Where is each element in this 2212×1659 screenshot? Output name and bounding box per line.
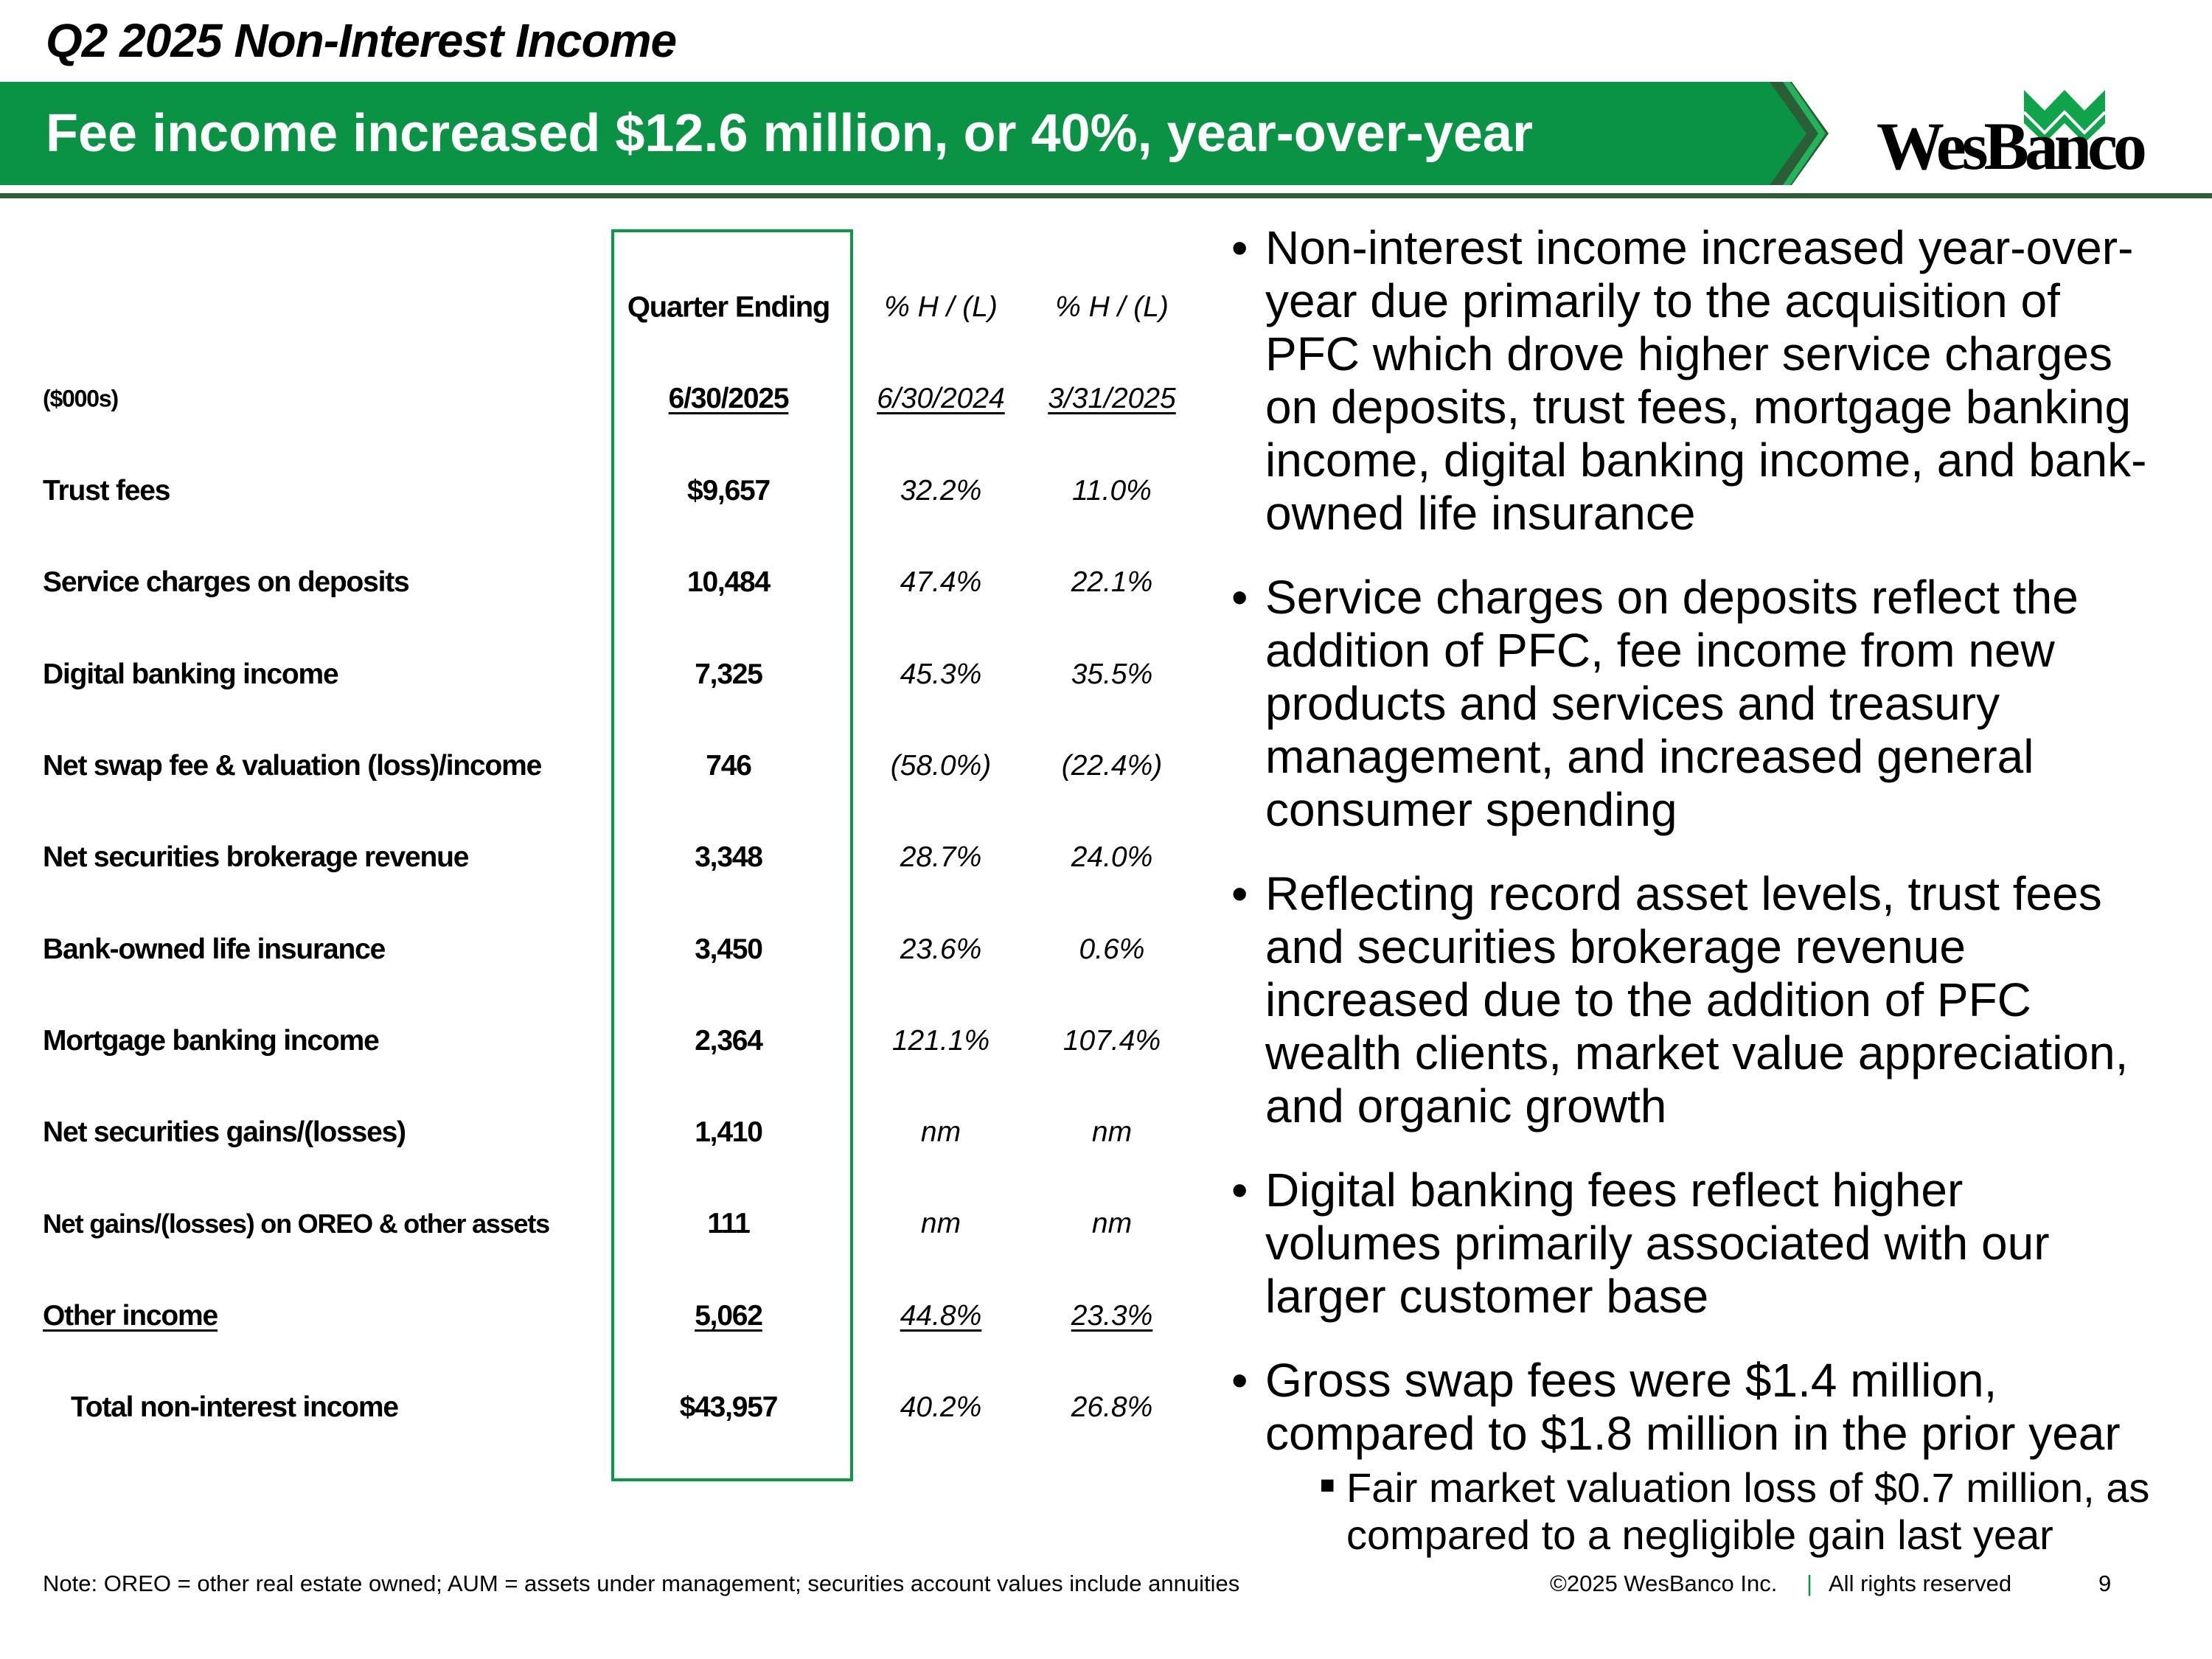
- row-value: $9,657: [686, 475, 771, 507]
- footer-separator: |: [1806, 1571, 1813, 1596]
- bullet-line: larger customer base: [1265, 1270, 1709, 1323]
- row-yoy-change: 121.1%: [891, 1024, 990, 1057]
- row-label: Bank-owned life insurance: [43, 933, 386, 965]
- row-value: 5,062: [695, 1299, 763, 1332]
- row-value: 7,325: [695, 658, 763, 690]
- row-qoq-change: 35.5%: [1071, 658, 1153, 690]
- row-label: Total non-interest income: [71, 1391, 399, 1423]
- row-value: 3,348: [695, 841, 763, 874]
- row-yoy-change: 40.2%: [900, 1391, 982, 1423]
- rights-text: All rights reserved: [1829, 1571, 2012, 1596]
- bullet-line: and securities brokerage revenue: [1265, 920, 1966, 973]
- row-label: Net swap fee & valuation (loss)/income: [43, 749, 542, 782]
- row-yoy-change: 28.7%: [900, 841, 982, 874]
- row-value: $43,957: [679, 1391, 779, 1423]
- row-qoq-change: 22.1%: [1071, 566, 1153, 599]
- bullet-line: owned life insurance: [1265, 487, 1696, 540]
- col-header-qoq: % H / (L): [1055, 291, 1169, 323]
- bullet-line: Service charges on deposits reflect the: [1265, 571, 2079, 624]
- row-label: Net securities gains/(losses): [43, 1116, 406, 1149]
- row-value: 746: [706, 749, 752, 782]
- copyright: ©2025 WesBanco Inc.: [1550, 1571, 1778, 1596]
- sub-bullet-line: compared to a negligible gain last year: [1346, 1512, 2053, 1558]
- row-yoy-change: 47.4%: [900, 566, 982, 599]
- row-qoq-change: 11.0%: [1072, 475, 1152, 507]
- footnote: Note: OREO = other real estate owned; AU…: [43, 1571, 1240, 1596]
- bullet-line: addition of PFC, fee income from new: [1265, 624, 2055, 677]
- row-value: 111: [707, 1208, 750, 1240]
- square-bullet-icon: ■: [1320, 1471, 1335, 1499]
- row-label: Other income: [43, 1299, 218, 1332]
- row-value: 10,484: [686, 566, 771, 599]
- bullet-line: compared to $1.8 million in the prior ye…: [1265, 1407, 2121, 1460]
- bullet-icon: •: [1231, 1164, 1248, 1217]
- bullet-line: Gross swap fees were $1.4 million,: [1265, 1354, 1997, 1407]
- bullet-icon: •: [1231, 1354, 1248, 1407]
- bullet-line: on deposits, trust fees, mortgage bankin…: [1265, 380, 2132, 434]
- row-qoq-change: 24.0%: [1071, 841, 1153, 874]
- bullet-line: Reflecting record asset levels, trust fe…: [1265, 867, 2102, 920]
- row-yoy-change: 23.6%: [900, 933, 982, 965]
- row-yoy-change: 45.3%: [900, 658, 982, 690]
- row-label: Mortgage banking income: [43, 1024, 380, 1057]
- col-header-yoy: % H / (L): [884, 291, 998, 323]
- row-value: 2,364: [695, 1024, 763, 1057]
- row-yoy-change: 44.8%: [900, 1299, 982, 1332]
- bullet-line: and organic growth: [1265, 1079, 1667, 1133]
- row-label: Net gains/(losses) on OREO & other asset…: [43, 1208, 550, 1239]
- bullet-line: consumer spending: [1265, 783, 1677, 836]
- bullet-icon: •: [1231, 867, 1248, 920]
- col-date-yoy: 6/30/2024: [877, 383, 1005, 414]
- row-value: 3,450: [695, 933, 763, 965]
- row-qoq-change: 0.6%: [1079, 933, 1145, 965]
- col-header-quarter: Quarter Ending: [627, 291, 831, 324]
- bullet-line: PFC which drove higher service charges: [1265, 327, 2112, 380]
- wesbanco-logo: WesBanco: [1877, 108, 2147, 184]
- row-label: Service charges on deposits: [43, 566, 410, 599]
- bullet-line: income, digital banking income, and bank…: [1265, 434, 2147, 487]
- bullet-line: wealth clients, market value appreciatio…: [1265, 1026, 2129, 1079]
- wesbanco-logo-mark-icon: [2024, 90, 2105, 143]
- banner-headline: Fee income increased $12.6 million, or 4…: [46, 104, 1533, 163]
- title-banner: [0, 82, 1829, 185]
- bullet-line: increased due to the addition of PFC: [1265, 973, 2031, 1026]
- header-divider: [0, 193, 2212, 198]
- row-label: Trust fees: [43, 475, 170, 507]
- row-yoy-change: (58.0%): [890, 749, 992, 782]
- units-label: ($000s): [43, 385, 119, 412]
- col-date-current: 6/30/2025: [668, 383, 790, 414]
- bullet-icon: •: [1231, 571, 1248, 624]
- page-number: 9: [2098, 1571, 2112, 1596]
- slide-title: Q2 2025 Non-Interest Income: [46, 14, 677, 67]
- bullet-line: volumes primarily associated with our: [1265, 1217, 2050, 1270]
- row-qoq-change: nm: [1091, 1116, 1133, 1149]
- row-label: Net securities brokerage revenue: [43, 841, 469, 874]
- row-yoy-change: 32.2%: [900, 475, 982, 507]
- row-qoq-change: nm: [1091, 1208, 1133, 1240]
- row-qoq-change: (22.4%): [1061, 749, 1163, 782]
- row-qoq-change: 107.4%: [1062, 1024, 1161, 1057]
- row-value: 1,410: [695, 1116, 763, 1149]
- bullet-line: Non-interest income increased year-over-: [1265, 221, 2134, 274]
- bullet-line: management, and increased general: [1265, 730, 2034, 783]
- bullet-line: year due primarily to the acquisition of: [1265, 274, 2060, 327]
- bullet-line: Digital banking fees reflect higher: [1265, 1164, 1964, 1217]
- bullet-line: products and services and treasury: [1265, 677, 2000, 730]
- col-date-qoq: 3/31/2025: [1048, 383, 1176, 414]
- quarter-column-highlight: [611, 229, 853, 1481]
- row-yoy-change: nm: [920, 1116, 961, 1149]
- row-yoy-change: nm: [920, 1208, 961, 1240]
- row-label: Digital banking income: [43, 658, 339, 690]
- row-qoq-change: 26.8%: [1071, 1391, 1153, 1423]
- bullet-icon: •: [1231, 221, 1248, 274]
- sub-bullet-line: Fair market valuation loss of $0.7 milli…: [1346, 1464, 2150, 1511]
- row-qoq-change: 23.3%: [1071, 1299, 1153, 1332]
